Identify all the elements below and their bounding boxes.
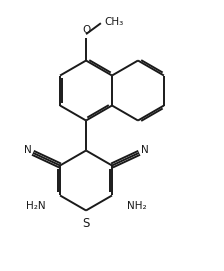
Text: H₂N: H₂N [26,201,45,211]
Text: N: N [24,145,31,155]
Text: CH₃: CH₃ [104,17,123,27]
Text: NH₂: NH₂ [127,201,146,211]
Text: O: O [82,25,90,36]
Text: N: N [141,145,148,155]
Text: S: S [82,217,90,230]
